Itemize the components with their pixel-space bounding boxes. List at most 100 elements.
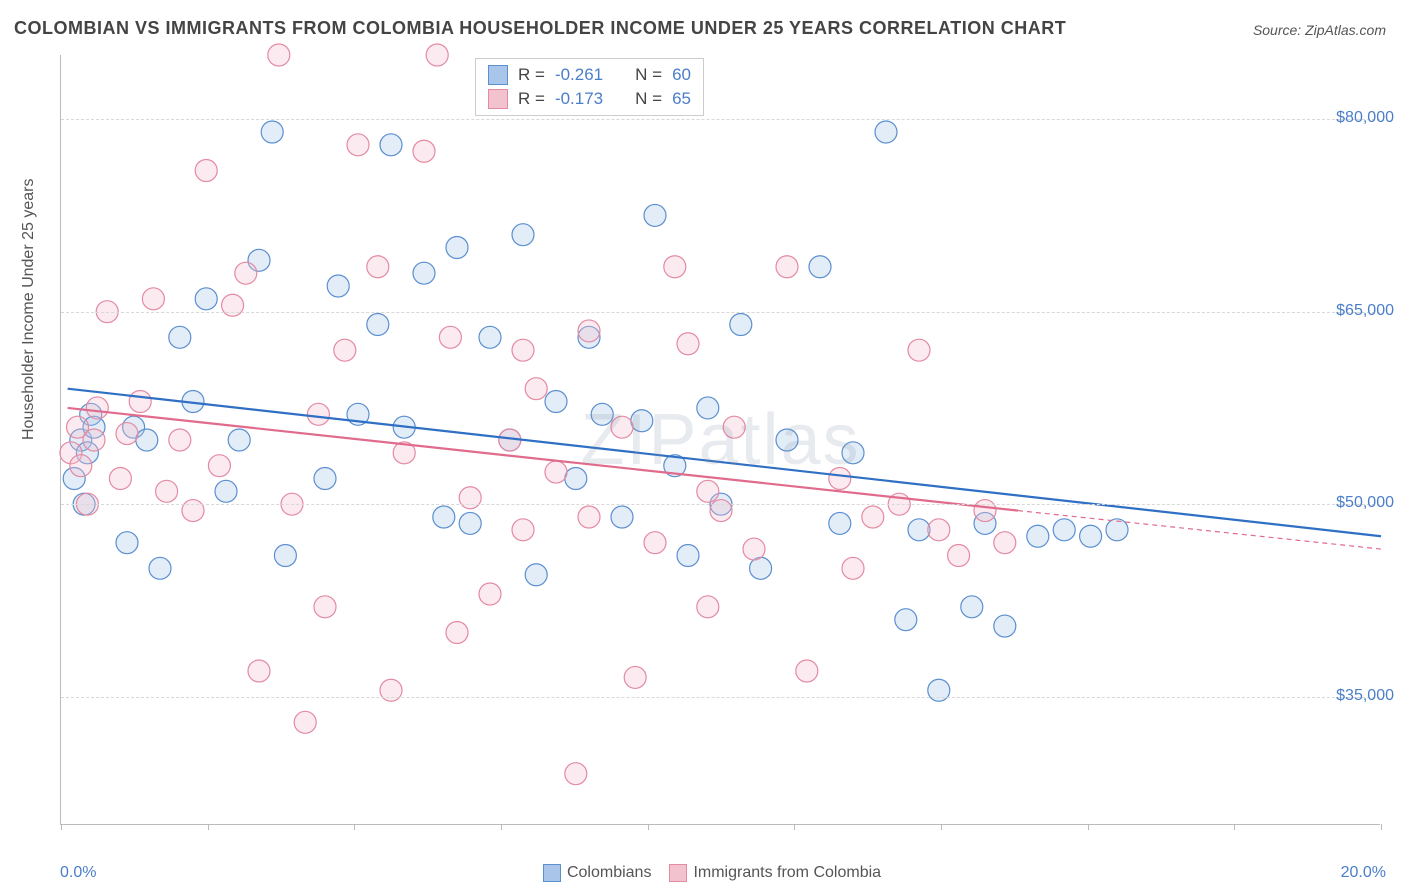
- data-point: [182, 500, 204, 522]
- data-point: [327, 275, 349, 297]
- data-point: [208, 455, 230, 477]
- data-point: [842, 557, 864, 579]
- data-point: [723, 416, 745, 438]
- data-point: [994, 615, 1016, 637]
- data-point: [235, 262, 257, 284]
- data-point: [928, 519, 950, 541]
- data-point: [994, 532, 1016, 554]
- data-point: [525, 378, 547, 400]
- data-point: [169, 326, 191, 348]
- data-point: [512, 519, 534, 541]
- r-value: -0.173: [555, 89, 603, 109]
- source-attribution: Source: ZipAtlas.com: [1253, 22, 1386, 38]
- y-tick-label: $35,000: [1336, 687, 1394, 705]
- data-point: [367, 314, 389, 336]
- data-point: [1106, 519, 1128, 541]
- data-point: [195, 160, 217, 182]
- data-point: [261, 121, 283, 143]
- data-point: [169, 429, 191, 451]
- data-point: [961, 596, 983, 618]
- chart-title: COLOMBIAN VS IMMIGRANTS FROM COLOMBIA HO…: [14, 18, 1066, 39]
- data-point: [829, 512, 851, 534]
- data-point: [70, 455, 92, 477]
- data-point: [545, 461, 567, 483]
- data-point: [334, 339, 356, 361]
- r-label: R =: [518, 89, 545, 109]
- data-point: [948, 545, 970, 567]
- legend-swatch: [543, 864, 561, 882]
- legend-label: Immigrants from Colombia: [693, 864, 881, 881]
- data-point: [809, 256, 831, 278]
- y-tick-label: $65,000: [1336, 302, 1394, 320]
- data-point: [86, 397, 108, 419]
- data-point: [578, 320, 600, 342]
- data-point: [116, 532, 138, 554]
- data-point: [776, 429, 798, 451]
- data-point: [644, 204, 666, 226]
- stats-row: R =-0.173N =65: [488, 87, 691, 111]
- data-point: [268, 44, 290, 66]
- data-point: [314, 596, 336, 618]
- series-swatch: [488, 89, 508, 109]
- x-tick-mark: [208, 824, 209, 830]
- gridline: [61, 504, 1380, 505]
- data-point: [314, 468, 336, 490]
- data-point: [274, 545, 296, 567]
- data-point: [624, 666, 646, 688]
- data-point: [842, 442, 864, 464]
- r-value: -0.261: [555, 65, 603, 85]
- data-point: [664, 256, 686, 278]
- data-point: [426, 44, 448, 66]
- data-point: [142, 288, 164, 310]
- x-tick-mark: [1381, 824, 1382, 830]
- data-point: [248, 660, 270, 682]
- plot-area: ZIPatlas: [60, 55, 1380, 825]
- data-point: [380, 134, 402, 156]
- data-point: [895, 609, 917, 631]
- data-point: [479, 583, 501, 605]
- gridline: [61, 119, 1380, 120]
- data-point: [1027, 525, 1049, 547]
- data-point: [413, 262, 435, 284]
- data-point: [222, 294, 244, 316]
- data-point: [908, 519, 930, 541]
- correlation-stats-box: R =-0.261N =60R =-0.173N =65: [475, 58, 704, 116]
- series-swatch: [488, 65, 508, 85]
- data-point: [215, 480, 237, 502]
- data-point: [1080, 525, 1102, 547]
- data-point: [565, 763, 587, 785]
- x-tick-mark: [1234, 824, 1235, 830]
- data-point: [796, 660, 818, 682]
- data-point: [750, 557, 772, 579]
- x-tick-mark: [941, 824, 942, 830]
- data-point: [697, 480, 719, 502]
- gridline: [61, 697, 1380, 698]
- data-point: [743, 538, 765, 560]
- data-point: [512, 224, 534, 246]
- legend-label: Colombians: [567, 864, 651, 881]
- data-point: [307, 403, 329, 425]
- scatter-svg: [61, 55, 1380, 824]
- data-point: [413, 140, 435, 162]
- data-point: [974, 500, 996, 522]
- data-point: [862, 506, 884, 528]
- data-point: [228, 429, 250, 451]
- x-tick-mark: [354, 824, 355, 830]
- data-point: [591, 403, 613, 425]
- x-axis-max-label: 20.0%: [1341, 864, 1386, 882]
- legend-swatch: [669, 864, 687, 882]
- data-point: [677, 333, 699, 355]
- stats-row: R =-0.261N =60: [488, 63, 691, 87]
- data-point: [697, 596, 719, 618]
- x-tick-mark: [648, 824, 649, 830]
- gridline: [61, 312, 1380, 313]
- legend: Colombians Immigrants from Colombia: [0, 864, 1406, 882]
- data-point: [136, 429, 158, 451]
- n-label: N =: [635, 65, 662, 85]
- data-point: [156, 480, 178, 502]
- data-point: [611, 506, 633, 528]
- data-point: [367, 256, 389, 278]
- data-point: [545, 391, 567, 413]
- data-point: [294, 711, 316, 733]
- n-label: N =: [635, 89, 662, 109]
